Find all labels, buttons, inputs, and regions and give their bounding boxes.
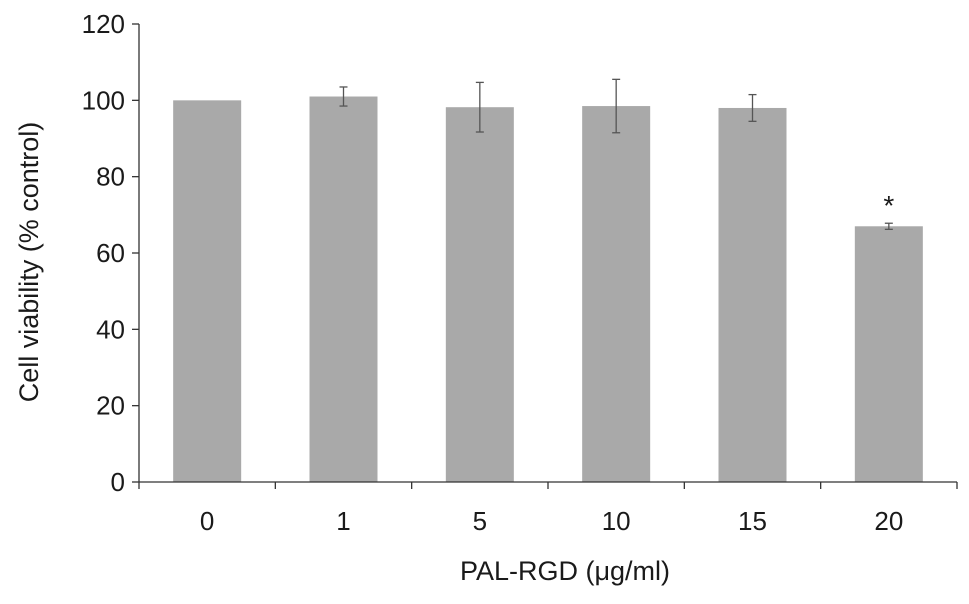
y-tick-label-40: 40 xyxy=(96,314,125,344)
x-tick-label-10: 10 xyxy=(602,506,631,536)
y-tick-label-80: 80 xyxy=(96,162,125,192)
bar-0 xyxy=(173,100,242,482)
error-bar-1 xyxy=(339,86,348,107)
x-tick-label-1: 1 xyxy=(336,506,350,536)
annotation-layer: * xyxy=(883,190,894,221)
bar-10 xyxy=(582,106,651,482)
x-tick-label-5: 5 xyxy=(473,506,487,536)
bar-5 xyxy=(445,107,514,482)
bar-1 xyxy=(309,96,378,483)
x-tick-label-0: 0 xyxy=(200,506,214,536)
error-bar-10 xyxy=(612,78,621,134)
axes-layer xyxy=(132,23,958,489)
significance-marker-20: * xyxy=(883,190,894,221)
y-tick-label-20: 20 xyxy=(96,391,125,421)
bar-15 xyxy=(718,107,787,482)
error-bar-15 xyxy=(748,93,757,122)
error-bar-5 xyxy=(475,81,484,133)
x-tick-labels: 0 1 5 10 15 20 xyxy=(200,506,903,536)
x-tick-label-15: 15 xyxy=(738,506,767,536)
y-tick-label-100: 100 xyxy=(82,85,125,115)
y-tick-label-0: 0 xyxy=(111,467,125,497)
y-tick-labels: 0 20 40 60 80 100 120 xyxy=(82,9,125,497)
error-bar-20 xyxy=(884,222,893,230)
x-axis-title: PAL-RGD (μg/ml) xyxy=(460,556,670,586)
error-bars-layer xyxy=(339,78,893,230)
bars-layer xyxy=(173,96,923,483)
y-tick-label-120: 120 xyxy=(82,9,125,39)
bar-20 xyxy=(854,226,923,482)
y-tick-label-60: 60 xyxy=(96,238,125,268)
y-axis-title: Cell viability (% control) xyxy=(14,122,44,403)
x-tick-label-20: 20 xyxy=(874,506,903,536)
